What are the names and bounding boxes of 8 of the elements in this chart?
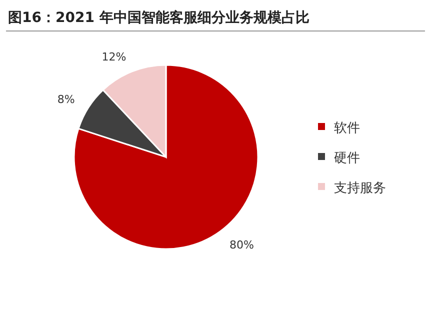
data-label: 12%: [102, 50, 126, 64]
legend-label: 硬件: [334, 151, 360, 166]
data-label: 8%: [57, 93, 75, 106]
data-label: 80%: [229, 238, 254, 252]
chart-title: 图16：2021 年中国智能客服细分业务规模占比: [8, 9, 310, 26]
legend-label: 软件: [334, 121, 360, 136]
legend-label: 支持服务: [334, 181, 386, 196]
pie-slice: [73, 64, 259, 250]
